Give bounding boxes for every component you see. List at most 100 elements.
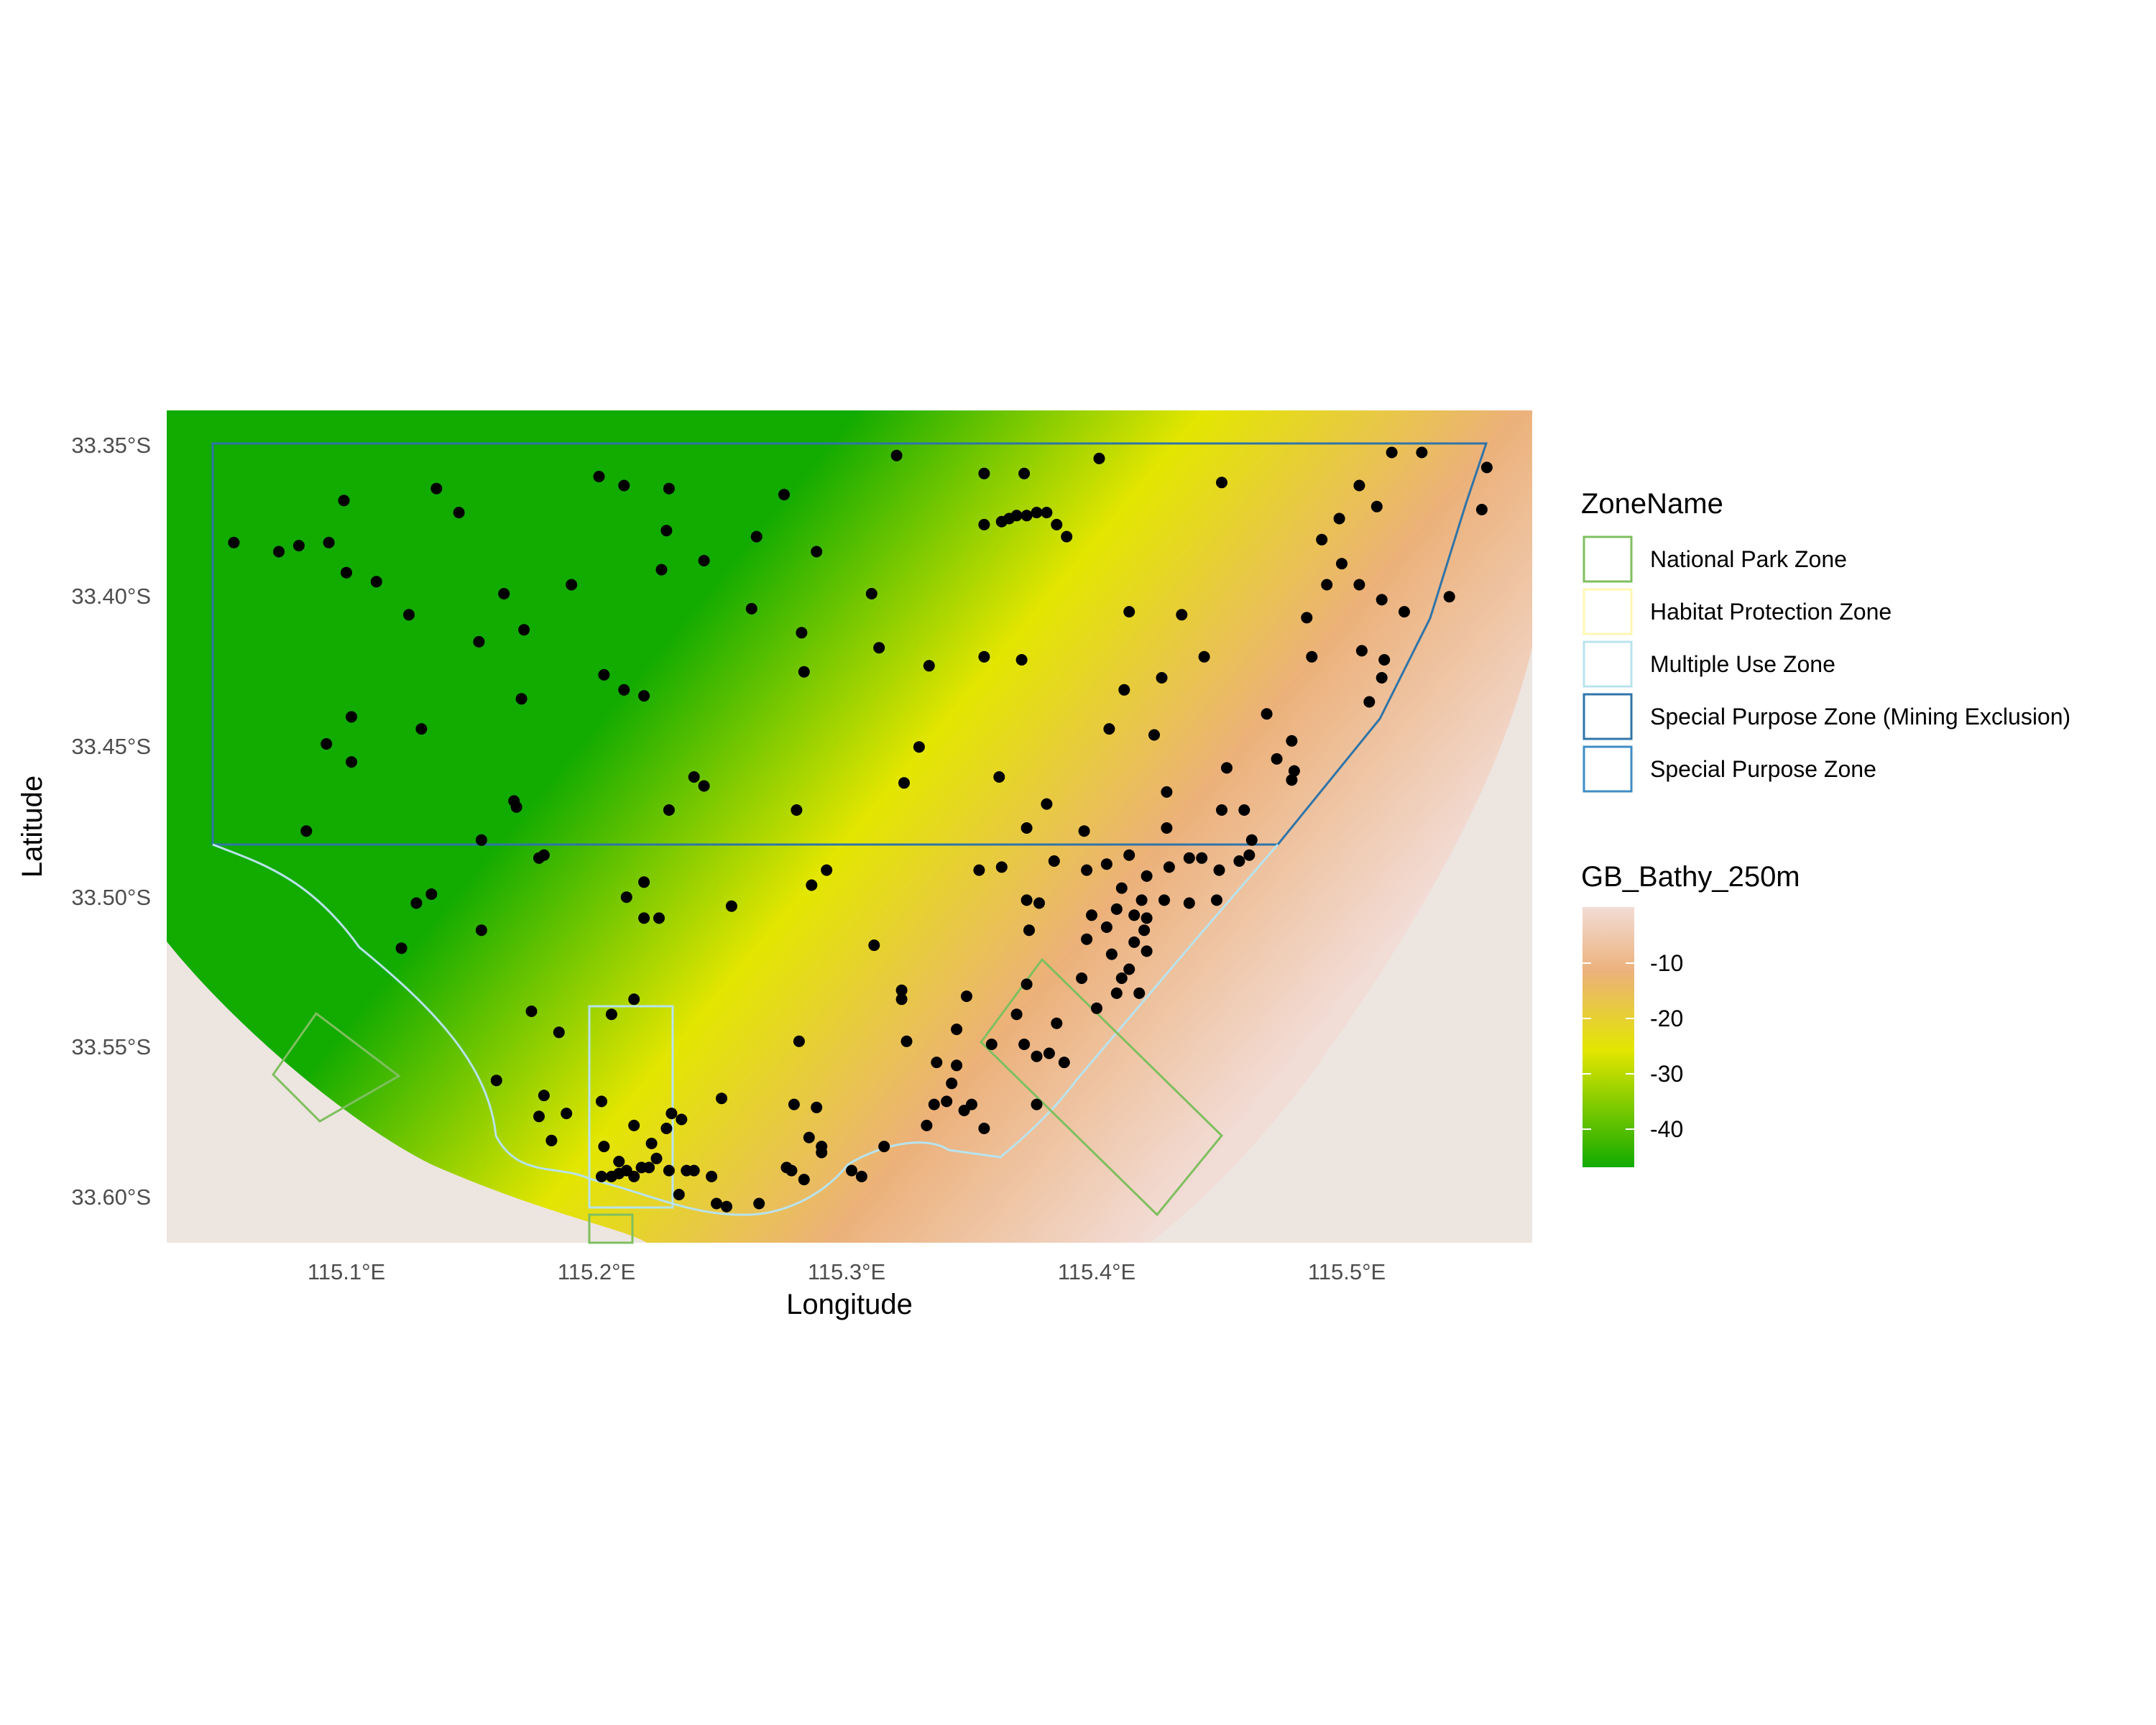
survey-point[interactable] — [410, 897, 423, 909]
survey-point[interactable] — [1141, 870, 1153, 882]
survey-point[interactable] — [951, 1024, 963, 1036]
survey-point[interactable] — [928, 1098, 940, 1110]
survey-point[interactable] — [1333, 512, 1345, 525]
survey-point[interactable] — [951, 1059, 963, 1072]
survey-point[interactable] — [1399, 606, 1410, 618]
survey-point[interactable] — [1118, 684, 1130, 696]
survey-point[interactable] — [1058, 1057, 1070, 1069]
survey-point[interactable] — [1336, 558, 1348, 570]
survey-point[interactable] — [786, 1164, 798, 1177]
survey-point[interactable] — [346, 756, 357, 768]
survey-point[interactable] — [1010, 510, 1023, 522]
survey-point[interactable] — [598, 1141, 610, 1153]
survey-point[interactable] — [620, 891, 632, 903]
survey-point[interactable] — [1128, 936, 1141, 948]
survey-point[interactable] — [498, 588, 510, 599]
survey-point[interactable] — [395, 942, 407, 954]
survey-point[interactable] — [663, 804, 675, 816]
survey-point[interactable] — [745, 602, 757, 615]
zone-national-park[interactable] — [272, 1011, 401, 1123]
survey-point[interactable] — [898, 777, 910, 789]
survey-point[interactable] — [1021, 510, 1033, 522]
survey-point[interactable] — [806, 879, 818, 891]
survey-point[interactable] — [1163, 861, 1175, 873]
survey-point[interactable] — [793, 1035, 805, 1047]
survey-point[interactable] — [538, 849, 550, 861]
survey-point[interactable] — [1123, 606, 1135, 618]
survey-point[interactable] — [1213, 864, 1225, 876]
survey-point[interactable] — [846, 1164, 857, 1177]
survey-point[interactable] — [811, 546, 823, 558]
survey-point[interactable] — [475, 924, 487, 937]
survey-point[interactable] — [1161, 822, 1173, 834]
survey-point[interactable] — [978, 518, 990, 530]
survey-point[interactable] — [1078, 825, 1090, 837]
survey-point[interactable] — [1183, 897, 1195, 909]
survey-point[interactable] — [273, 546, 285, 558]
survey-point[interactable] — [403, 609, 415, 621]
survey-point[interactable] — [1480, 461, 1493, 474]
zone-special-purpose-mining-exclusion[interactable] — [211, 442, 1488, 846]
survey-point[interactable] — [1443, 591, 1455, 603]
survey-point[interactable] — [931, 1057, 943, 1069]
survey-point[interactable] — [698, 555, 710, 566]
survey-point[interactable] — [1233, 855, 1245, 867]
survey-point[interactable] — [721, 1200, 732, 1213]
survey-point[interactable] — [1370, 500, 1383, 512]
survey-point[interactable] — [1216, 477, 1227, 489]
survey-point[interactable] — [655, 564, 668, 576]
survey-point[interactable] — [796, 627, 808, 639]
survey-point[interactable] — [1196, 852, 1208, 864]
survey-point[interactable] — [961, 990, 972, 1003]
survey-point[interactable] — [1031, 1098, 1043, 1110]
survey-point[interactable] — [941, 1095, 953, 1108]
survey-point[interactable] — [538, 1090, 550, 1102]
survey-point[interactable] — [1386, 446, 1398, 459]
survey-point[interactable] — [1355, 645, 1368, 657]
survey-point[interactable] — [1033, 897, 1045, 909]
survey-point[interactable] — [855, 1170, 867, 1182]
survey-point[interactable] — [1021, 978, 1033, 990]
survey-point[interactable] — [323, 536, 335, 548]
survey-point[interactable] — [553, 1026, 565, 1039]
survey-point[interactable] — [890, 449, 903, 461]
survey-point[interactable] — [518, 624, 530, 636]
survey-point[interactable] — [1010, 1008, 1023, 1021]
survey-point[interactable] — [1141, 912, 1153, 924]
survey-point[interactable] — [525, 1006, 538, 1017]
survey-point[interactable] — [1353, 479, 1365, 492]
survey-point[interactable] — [993, 771, 1005, 783]
survey-point[interactable] — [473, 635, 485, 648]
survey-point[interactable] — [346, 711, 357, 723]
survey-point[interactable] — [1023, 924, 1035, 937]
survey-point[interactable] — [791, 804, 803, 816]
survey-point[interactable] — [1018, 1039, 1031, 1050]
survey-point[interactable] — [673, 1189, 685, 1200]
survey-point[interactable] — [873, 642, 885, 654]
survey-point[interactable] — [1416, 446, 1428, 459]
survey-point[interactable] — [425, 888, 438, 900]
zone-national-park[interactable] — [980, 957, 1224, 1217]
survey-point[interactable] — [676, 1113, 688, 1126]
survey-point[interactable] — [978, 467, 990, 479]
survey-point[interactable] — [663, 482, 675, 494]
survey-point[interactable] — [515, 693, 528, 705]
survey-point[interactable] — [1198, 650, 1210, 663]
zone-national-park[interactable] — [588, 1213, 634, 1244]
survey-point[interactable] — [1128, 909, 1141, 921]
survey-point[interactable] — [1115, 972, 1128, 984]
survey-point[interactable] — [1110, 987, 1123, 999]
survey-point[interactable] — [1105, 948, 1118, 960]
survey-point[interactable] — [1183, 852, 1195, 864]
survey-point[interactable] — [1286, 735, 1298, 747]
survey-point[interactable] — [510, 801, 522, 813]
survey-point[interactable] — [1076, 972, 1088, 984]
survey-point[interactable] — [533, 1110, 545, 1123]
survey-point[interactable] — [1018, 467, 1031, 479]
survey-point[interactable] — [895, 993, 908, 1006]
survey-point[interactable] — [958, 1105, 970, 1116]
survey-point[interactable] — [628, 1119, 640, 1131]
survey-point[interactable] — [1286, 774, 1298, 786]
survey-point[interactable] — [1051, 1017, 1063, 1029]
survey-point[interactable] — [1353, 579, 1365, 591]
